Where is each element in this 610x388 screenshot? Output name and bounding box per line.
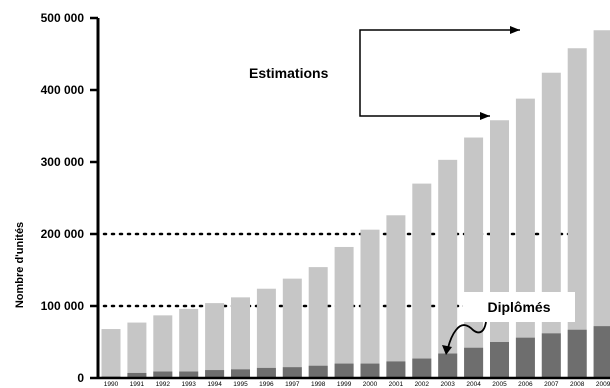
- x-tick-label: 2001: [389, 381, 404, 388]
- bar-total: [464, 137, 484, 378]
- x-tick-label: 2006: [518, 381, 533, 388]
- bar-diplomes: [490, 342, 509, 378]
- x-tick-label: 1995: [233, 381, 248, 388]
- y-ticks: 0 100 000 200 000 300 000 400 000 500 000: [41, 11, 98, 385]
- bar-total: [490, 120, 509, 379]
- x-tick-label: 1998: [311, 381, 326, 388]
- x-tick-label: 2004: [466, 381, 481, 388]
- bar-diplomes: [231, 369, 250, 378]
- estimations-annotation: Estimations: [249, 26, 520, 120]
- diplomes-arrow-head: [442, 345, 452, 355]
- bar-diplomes: [438, 353, 458, 378]
- bar-total: [360, 229, 380, 378]
- bar-total: [179, 308, 199, 378]
- bar-diplomes: [205, 370, 225, 378]
- x-tick-label: 1993: [181, 381, 196, 388]
- bar-total: [567, 48, 587, 379]
- bar-diplomes: [360, 363, 380, 378]
- diplomes-label-box: [463, 292, 575, 322]
- bar-diplomes: [127, 372, 147, 378]
- arrow-head-bottom: [480, 112, 490, 120]
- bar-diplomes: [464, 347, 484, 378]
- y-tick-label: 500 000: [41, 11, 85, 25]
- x-tick-label: 2008: [570, 381, 585, 388]
- x-tick-label: 2003: [440, 381, 455, 388]
- x-tick-label: 1996: [259, 381, 274, 388]
- bar-diplomes: [412, 358, 432, 378]
- bar-total: [205, 303, 225, 378]
- bar-diplomes: [282, 367, 302, 378]
- bars: [101, 30, 610, 379]
- y-tick-label: 0: [77, 371, 84, 385]
- x-tick-label: 1990: [104, 381, 119, 388]
- diplomes-arrow: [447, 321, 487, 349]
- bar-diplomes: [256, 367, 276, 378]
- bar-total: [231, 297, 250, 378]
- bar-total: [256, 288, 276, 378]
- bar-total: [386, 215, 406, 378]
- y-tick-label: 200 000: [41, 227, 85, 241]
- bar-total: [101, 329, 121, 378]
- bar-total: [515, 98, 535, 378]
- x-tick-label: 1994: [207, 381, 222, 388]
- y-axis-label: Nombre d'unités: [14, 222, 26, 308]
- bar-diplomes: [308, 365, 328, 378]
- estimations-label: Estimations: [249, 65, 329, 81]
- bar-total: [282, 278, 302, 378]
- bar-total: [334, 246, 354, 378]
- estimations-bracket: [359, 29, 520, 117]
- x-tick-label: 2007: [544, 381, 559, 388]
- bar-diplomes: [515, 337, 535, 378]
- bar-total: [308, 267, 328, 378]
- bar-total: [153, 315, 173, 378]
- axes: [96, 18, 610, 380]
- bar-total: [127, 322, 147, 378]
- x-tick-label: 1997: [285, 381, 300, 388]
- bar-total: [438, 159, 458, 378]
- x-tick-label: 1992: [156, 381, 171, 388]
- y-tick-label: 400 000: [41, 83, 85, 97]
- bar-diplomes: [386, 361, 406, 378]
- bar-total: [412, 183, 432, 378]
- bar-diplomes: [334, 363, 354, 378]
- diplomes-annotation: Diplômés: [442, 292, 575, 355]
- bar-diplomes: [567, 329, 587, 378]
- bar-diplomes: [541, 333, 561, 378]
- y-tick-label: 300 000: [41, 155, 85, 169]
- x-tick-label: 1999: [337, 381, 352, 388]
- bar-total: [541, 72, 561, 378]
- x-tick-label: 2002: [415, 381, 430, 388]
- x-ticks: 1990 1991 1992 1993 1994 1995 1996 1997 1998 1999…: [104, 381, 610, 388]
- diplomes-label: Diplômés: [487, 299, 550, 315]
- x-tick-label: 2009: [596, 381, 610, 388]
- x-tick-label: 1991: [130, 381, 145, 388]
- arrow-head-top: [510, 26, 520, 34]
- bar-diplomes: [153, 371, 173, 378]
- x-tick-label: 2005: [492, 381, 507, 388]
- x-tick-label: 2000: [363, 381, 378, 388]
- bar-total: [593, 30, 610, 379]
- y-tick-label: 100 000: [41, 299, 85, 313]
- bar-diplomes: [179, 371, 199, 378]
- bar-diplomes: [593, 326, 610, 378]
